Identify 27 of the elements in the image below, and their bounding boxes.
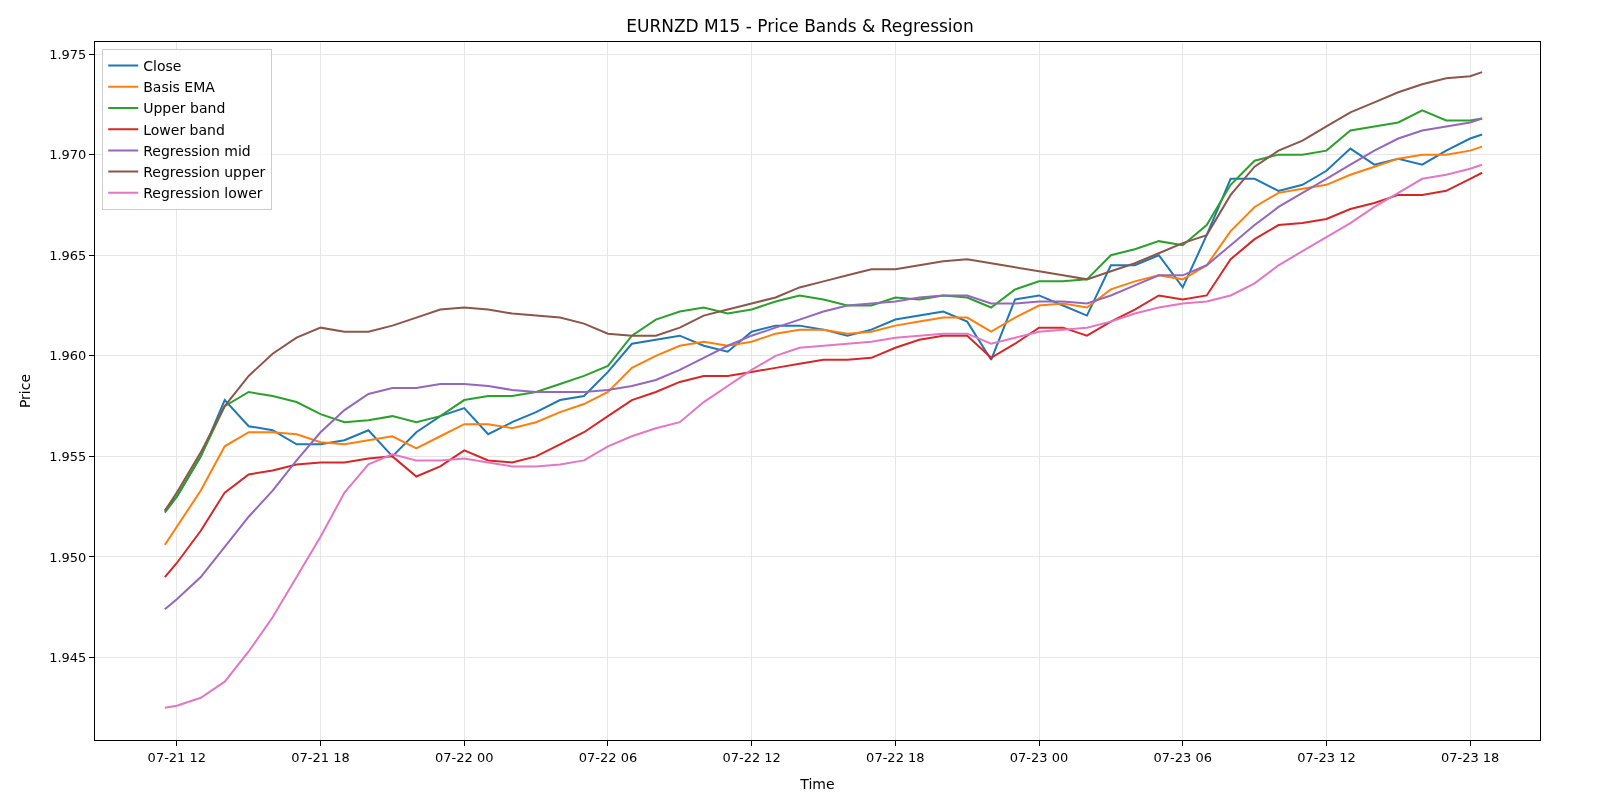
x-tick-label: 07-23 06 bbox=[1153, 749, 1212, 765]
x-tick-label: 07-22 00 bbox=[435, 749, 494, 765]
y-tick-label: 1.975 bbox=[49, 46, 87, 62]
y-tick-label: 1.960 bbox=[49, 348, 87, 364]
y-tick-label: 1.945 bbox=[49, 650, 87, 666]
x-tick-label: 07-22 18 bbox=[866, 749, 925, 765]
x-tick-label: 07-23 00 bbox=[1009, 749, 1069, 765]
x-tick-label: 07-21 18 bbox=[291, 749, 350, 765]
x-axis-title: Time bbox=[799, 775, 835, 792]
x-tick-label: 07-22 12 bbox=[722, 749, 781, 765]
legend-label: Lower band bbox=[143, 121, 225, 138]
legend-label: Upper band bbox=[143, 100, 226, 117]
x-tick-label: 07-21 12 bbox=[147, 749, 207, 765]
y-tick-label: 1.965 bbox=[49, 247, 87, 263]
y-axis-title: Price bbox=[16, 373, 33, 409]
legend-label: Basis EMA bbox=[143, 79, 216, 96]
legend-label: Close bbox=[143, 58, 182, 75]
x-tick-label: 07-23 18 bbox=[1440, 749, 1500, 765]
y-tick-label: 1.970 bbox=[49, 147, 87, 163]
legend-label: Regression lower bbox=[143, 185, 263, 202]
x-tick-label: 07-23 12 bbox=[1297, 749, 1356, 765]
y-tick-label: 1.955 bbox=[49, 448, 87, 464]
legend-label: Regression mid bbox=[143, 142, 251, 159]
y-tick-label: 1.950 bbox=[49, 549, 87, 565]
legend-label: Regression upper bbox=[143, 164, 266, 181]
x-tick-label: 07-22 06 bbox=[578, 749, 638, 765]
chart-title: EURNZD M15 - Price Bands & Regression bbox=[626, 15, 974, 36]
